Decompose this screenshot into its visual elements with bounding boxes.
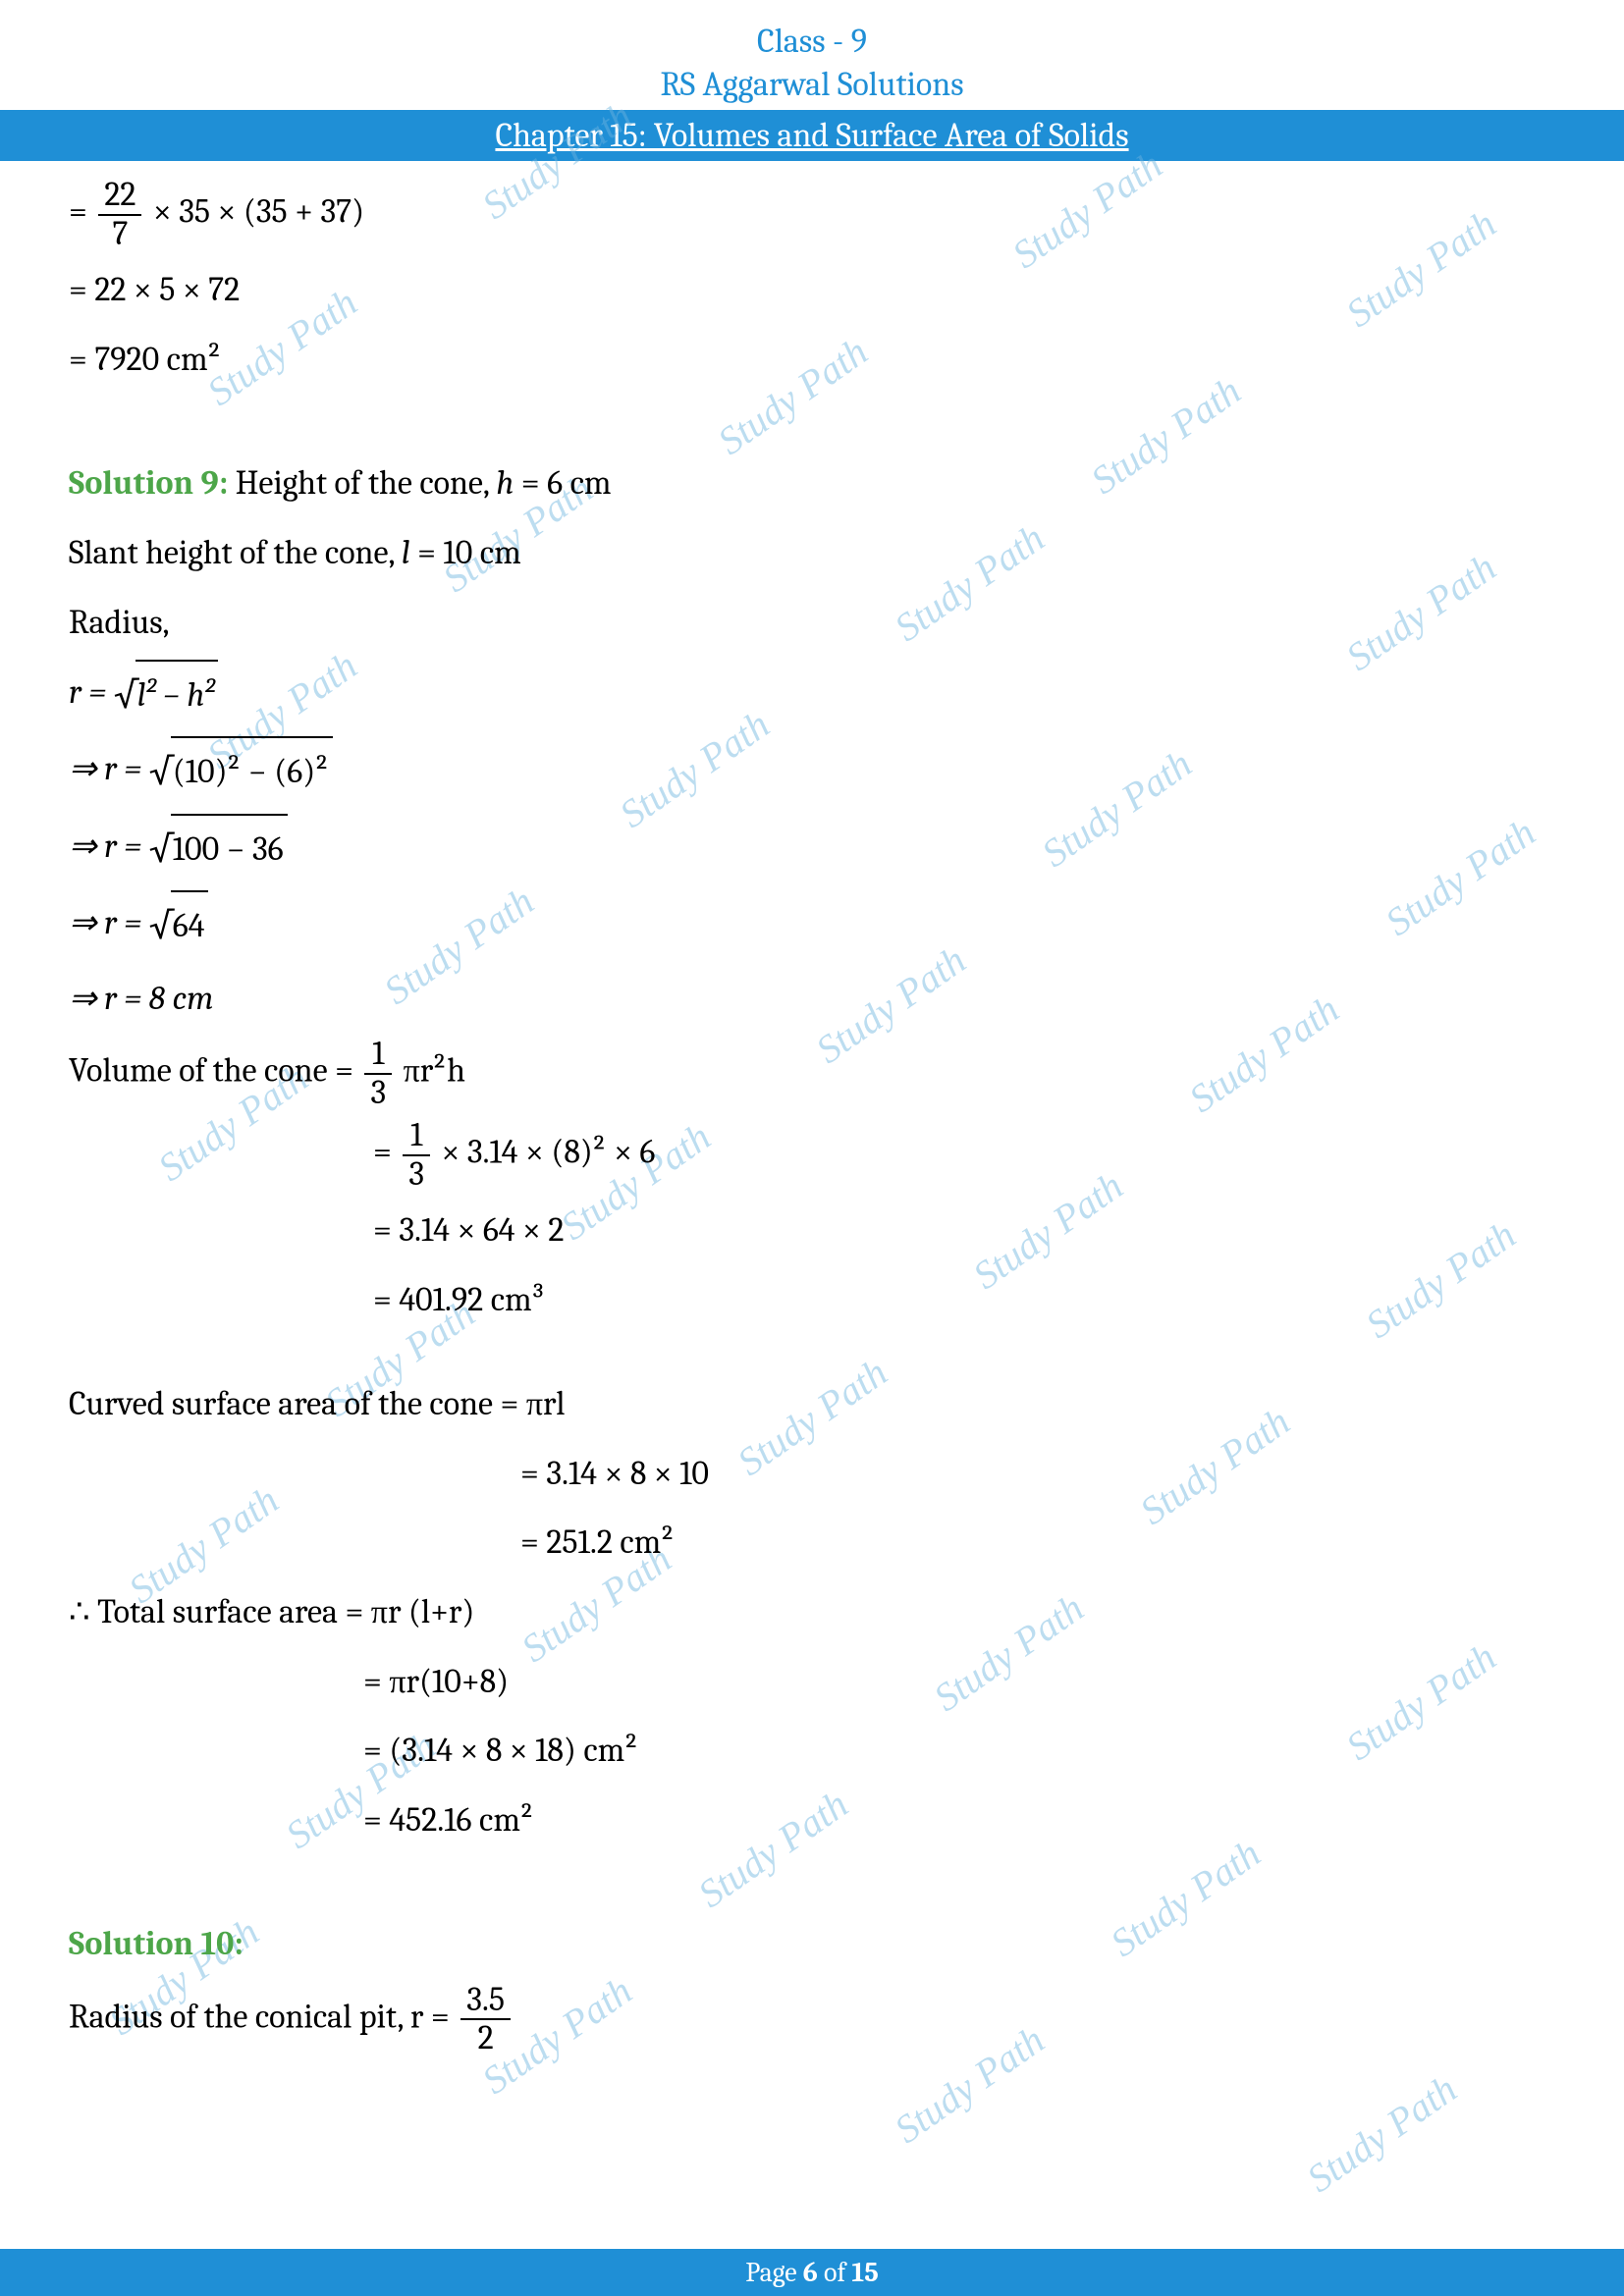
- radicand: 100 − 36: [171, 814, 288, 881]
- text: = 10 cm: [410, 533, 521, 572]
- class-line: Class - 9: [0, 20, 1624, 63]
- footer-text: of: [818, 2257, 852, 2288]
- content: = 22 7 × 35 × (35 + 37) = 22 × 5 × 72 = …: [0, 161, 1624, 2056]
- calc-line: ⇒ r = 8 cm: [69, 967, 1555, 1031]
- calc-line: = 452.16 cm²: [363, 1789, 1555, 1852]
- sqrt: √100 − 36: [149, 814, 288, 884]
- solution-10-line: Solution 10:: [69, 1912, 1555, 1976]
- chapter-bar: Chapter 15: Volumes and Surface Area of …: [0, 110, 1624, 161]
- text-line: Slant height of the cone, l = 10 cm: [69, 521, 1555, 585]
- footer-text: Page: [745, 2257, 803, 2288]
- text: Radius of the conical pit, r =: [69, 1997, 457, 2036]
- calc-line: ⇒ r = √64: [69, 890, 1555, 961]
- page-header: Class - 9 RS Aggarwal Solutions: [0, 0, 1624, 106]
- radicand: l² − h²: [137, 675, 214, 715]
- calc-line: = (3.14 × 8 × 18) cm²: [363, 1719, 1555, 1783]
- solution-label: Solution 10:: [69, 1924, 244, 1963]
- solution-label: Solution 9:: [69, 463, 228, 503]
- calc-line: Radius of the conical pit, r = 3.5 2: [69, 1982, 1555, 2057]
- numerator: 1: [403, 1117, 430, 1155]
- text: ⇒ r =: [69, 903, 149, 942]
- calc-line: = 401.92 cm³: [373, 1268, 1555, 1332]
- calc-line: = 22 7 × 35 × (35 + 37): [69, 177, 1555, 252]
- fraction: 1 3: [403, 1117, 430, 1193]
- text: × 3.14 × (8)² × 6: [442, 1133, 656, 1172]
- text: × 35 × (35 + 37): [153, 192, 364, 232]
- calc-line: Volume of the cone = 1 3 πr²h: [69, 1036, 1555, 1111]
- calc-line: ∴ Total surface area = πr (l+r): [69, 1580, 1555, 1644]
- page-total: 15: [851, 2257, 878, 2288]
- sqrt: √(10)² − (6)²: [149, 736, 333, 807]
- denominator: 3: [403, 1156, 430, 1193]
- sqrt: √l² − h²: [114, 660, 218, 730]
- text: r =: [69, 672, 114, 712]
- page-footer: Page 6 of 15: [0, 2249, 1624, 2296]
- watermark: Study Path: [1298, 2065, 1465, 2202]
- calc-line: = 22 × 5 × 72: [69, 258, 1555, 322]
- text: Volume of the cone =: [69, 1051, 360, 1091]
- denominator: 7: [98, 216, 141, 252]
- calc-line: = 251.2 cm²: [520, 1511, 1555, 1575]
- text: = 6 cm: [514, 463, 611, 503]
- fraction: 1 3: [364, 1036, 392, 1111]
- calc-line: Curved surface area of the cone = πrl: [69, 1372, 1555, 1436]
- book-line: RS Aggarwal Solutions: [0, 63, 1624, 106]
- fraction: 22 7: [98, 177, 141, 252]
- solution-9-line: Solution 9: Height of the cone, h = 6 cm: [69, 452, 1555, 515]
- sqrt: √64: [149, 890, 209, 961]
- calc-line: r = √l² − h²: [69, 660, 1555, 730]
- radicand: 64: [171, 890, 209, 958]
- calc-line: = 3.14 × 8 × 10: [520, 1442, 1555, 1506]
- calc-line: ⇒ r = √100 − 36: [69, 814, 1555, 884]
- text: πr²h: [404, 1051, 465, 1091]
- text: ⇒ r =: [69, 749, 149, 788]
- calc-line: = 3.14 × 64 × 2: [373, 1199, 1555, 1262]
- text-line: Radius,: [69, 591, 1555, 655]
- var-l: l: [402, 533, 410, 572]
- calc-line: = 1 3 × 3.14 × (8)² × 6: [373, 1117, 1555, 1193]
- numerator: 3.5: [460, 1982, 511, 2020]
- calc-line: ⇒ r = √(10)² − (6)²: [69, 736, 1555, 807]
- denominator: 3: [364, 1075, 392, 1111]
- text: =: [373, 1133, 399, 1172]
- fraction: 3.5 2: [460, 1982, 511, 2057]
- text: =: [69, 192, 94, 232]
- page-number: 6: [803, 2257, 818, 2288]
- calc-line: = πr(10+8): [363, 1650, 1555, 1714]
- numerator: 1: [364, 1036, 392, 1074]
- numerator: 22: [98, 177, 141, 215]
- var-h: h: [496, 463, 514, 503]
- radicand: (10)² − (6)²: [171, 736, 333, 804]
- denominator: 2: [460, 2020, 511, 2056]
- calc-line: = 7920 cm²: [69, 328, 1555, 392]
- text: Height of the cone,: [236, 463, 497, 503]
- text: ⇒ r =: [69, 827, 149, 866]
- text: Slant height of the cone,: [69, 533, 402, 572]
